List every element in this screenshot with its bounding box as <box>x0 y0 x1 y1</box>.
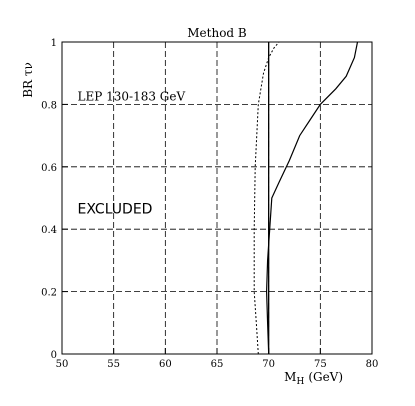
y-tick-label: 0 <box>51 350 57 361</box>
x-tick-label: 55 <box>107 359 120 370</box>
x-tick-label: 70 <box>262 359 275 370</box>
y-axis-label: BR τν <box>21 62 35 98</box>
ticks: 50 55 60 65 70 75 80 0 0.2 0.4 0.6 0.8 1 <box>41 38 378 370</box>
y-tick-label: 0.2 <box>41 288 57 299</box>
annotation-lep-energy: LEP 130-183 GeV <box>78 89 186 103</box>
chart-title: Method B <box>187 26 247 40</box>
x-tick-label: 65 <box>211 359 224 370</box>
y-tick-label: 0.8 <box>41 100 57 111</box>
x-axis-label-sub: H <box>296 377 304 387</box>
x-axis-label-unit: (GeV) <box>308 370 343 384</box>
annotation-excluded: EXCLUDED <box>78 202 153 218</box>
x-tick-label: 60 <box>159 359 172 370</box>
series-layer <box>253 41 359 355</box>
x-axis-label: MH (GeV) <box>284 370 343 387</box>
x-tick-label: 75 <box>314 359 327 370</box>
series-solid-curve <box>265 41 359 355</box>
y-tick-label: 0.6 <box>41 163 57 174</box>
y-tick-label: 0.4 <box>41 225 57 236</box>
x-tick-label: 80 <box>366 359 379 370</box>
x-axis-label-main: M <box>284 370 296 384</box>
x-tick-label: 50 <box>56 359 69 370</box>
y-tick-label: 1 <box>51 38 57 49</box>
